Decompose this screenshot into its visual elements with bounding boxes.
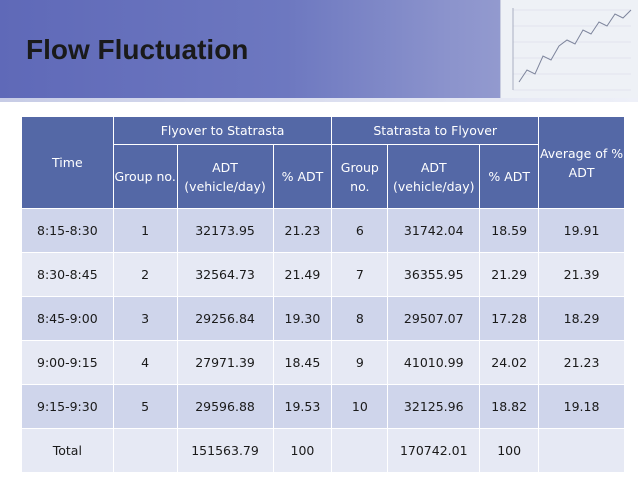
average-cell: 19.91: [538, 208, 625, 253]
adt-header: ADT (vehicle/day): [387, 144, 481, 209]
adt-total-cell: 151563.79: [176, 428, 274, 473]
average-cell: 21.23: [538, 340, 625, 385]
group-no-cell: 10: [331, 384, 389, 429]
group-no-cell: 4: [112, 340, 178, 385]
time-cell: 9:15-9:30: [21, 384, 114, 429]
group-no-header: Group no.: [112, 144, 178, 209]
pct-adt-cell: 19.53: [272, 384, 333, 429]
header-row-top: Time Flyover to Statrasta Statrasta to F…: [21, 116, 625, 209]
adt-total-cell: 170742.01: [387, 428, 481, 473]
pct-adt-cell: 18.59: [479, 208, 540, 253]
pct-adt-total-cell: 100: [272, 428, 333, 473]
adt-cell: 29256.84: [176, 296, 274, 341]
group-no-header: Group no.: [331, 144, 389, 209]
average-header: Average of % ADT: [538, 116, 625, 209]
adt-cell: 32125.96: [387, 384, 481, 429]
group-no-cell: 1: [112, 208, 178, 253]
pct-adt-cell: 19.30: [272, 296, 333, 341]
pct-adt-cell: 21.49: [272, 252, 333, 297]
pct-adt-cell: 18.82: [479, 384, 540, 429]
group-no-cell: 5: [112, 384, 178, 429]
group-no-cell: [112, 428, 178, 473]
group-no-cell: 7: [331, 252, 389, 297]
group-no-cell: 9: [331, 340, 389, 385]
group-no-cell: [331, 428, 389, 473]
total-label-cell: Total: [21, 428, 114, 473]
pct-adt-cell: 24.02: [479, 340, 540, 385]
adt-cell: 29596.88: [176, 384, 274, 429]
slide-title: Flow Fluctuation: [26, 34, 249, 65]
table-row: 8:15-8:30 1 32173.95 21.23 6 31742.04 18…: [21, 208, 625, 253]
adt-cell: 36355.95: [387, 252, 481, 297]
line-chart-decoration: [500, 0, 638, 98]
adt-cell: 32564.73: [176, 252, 274, 297]
group-no-cell: 2: [112, 252, 178, 297]
pct-adt-total-cell: 100: [479, 428, 540, 473]
group-no-cell: 3: [112, 296, 178, 341]
adt-cell: 32173.95: [176, 208, 274, 253]
time-cell: 8:15-8:30: [21, 208, 114, 253]
total-row: Total 151563.79 100 170742.01 100: [21, 428, 625, 473]
group2-header: Statrasta to Flyover: [331, 116, 540, 145]
adt-cell: 31742.04: [387, 208, 481, 253]
group-no-cell: 8: [331, 296, 389, 341]
pct-adt-cell: 21.29: [479, 252, 540, 297]
pct-adt-header: % ADT: [479, 144, 540, 209]
average-cell: 18.29: [538, 296, 625, 341]
table-row: 9:00-9:15 4 27971.39 18.45 9 41010.99 24…: [21, 340, 625, 385]
pct-adt-cell: 21.23: [272, 208, 333, 253]
average-cell: 19.18: [538, 384, 625, 429]
flow-table: Time Flyover to Statrasta Statrasta to F…: [21, 116, 625, 473]
adt-cell: 29507.07: [387, 296, 481, 341]
adt-cell: 41010.99: [387, 340, 481, 385]
group1-header: Flyover to Statrasta: [112, 116, 333, 145]
table-row: 8:30-8:45 2 32564.73 21.49 7 36355.95 21…: [21, 252, 625, 297]
average-cell: 21.39: [538, 252, 625, 297]
time-cell: 8:30-8:45: [21, 252, 114, 297]
table-row: 9:15-9:30 5 29596.88 19.53 10 32125.96 1…: [21, 384, 625, 429]
adt-header: ADT (vehicle/day): [176, 144, 274, 209]
group-no-cell: 6: [331, 208, 389, 253]
pct-adt-header: % ADT: [272, 144, 333, 209]
table-row: 8:45-9:00 3 29256.84 19.30 8 29507.07 17…: [21, 296, 625, 341]
time-cell: 9:00-9:15: [21, 340, 114, 385]
adt-cell: 27971.39: [176, 340, 274, 385]
pct-adt-cell: 17.28: [479, 296, 540, 341]
time-cell: 8:45-9:00: [21, 296, 114, 341]
pct-adt-cell: 18.45: [272, 340, 333, 385]
time-header: Time: [21, 116, 114, 209]
average-cell: [538, 428, 625, 473]
banner-divider: [0, 98, 638, 102]
